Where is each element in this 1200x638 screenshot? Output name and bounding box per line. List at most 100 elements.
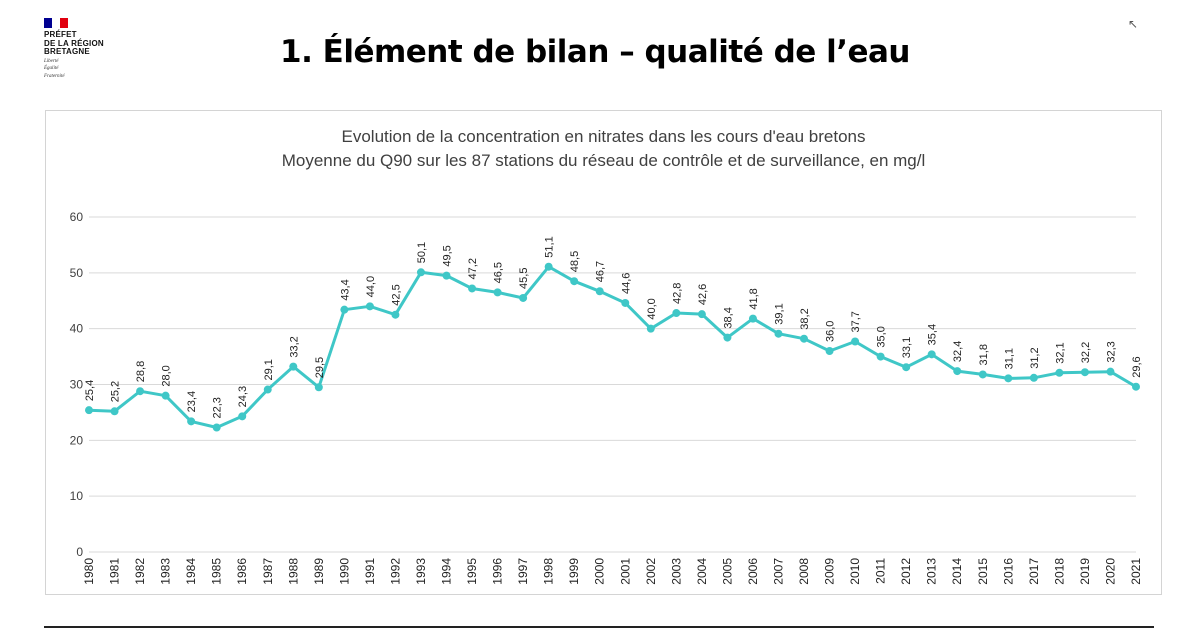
logo-motto-2: Égalité [44, 66, 59, 71]
data-point [953, 367, 962, 376]
x-tick-label: 2013 [925, 558, 939, 585]
data-point [468, 284, 477, 293]
x-tick-label: 2016 [1001, 558, 1015, 585]
data-label: 46,7 [595, 261, 607, 282]
data-point [723, 333, 732, 342]
data-label: 44,0 [365, 276, 377, 297]
data-label: 29,6 [1131, 356, 1143, 377]
x-tick-label: 1987 [261, 558, 275, 585]
data-label: 25,2 [110, 381, 122, 402]
x-tick-label: 2021 [1129, 558, 1143, 585]
data-point [238, 412, 247, 421]
data-point [1080, 368, 1089, 377]
data-label: 31,2 [1029, 347, 1041, 368]
data-label: 36,0 [825, 321, 837, 342]
data-point [263, 385, 272, 394]
y-tick-label: 20 [70, 433, 84, 447]
data-label: 42,8 [671, 283, 683, 304]
data-point [187, 417, 196, 426]
data-point [391, 310, 400, 319]
flag-blue-band [44, 18, 52, 28]
x-tick-label: 1992 [388, 558, 402, 585]
data-point [544, 262, 553, 271]
data-label: 33,2 [288, 336, 300, 357]
data-label: 32,2 [1080, 342, 1092, 363]
data-label: 32,3 [1105, 341, 1117, 362]
data-label: 23,4 [186, 391, 198, 412]
logo-line-1: PRÉFET [44, 30, 77, 39]
data-point [902, 363, 911, 372]
data-label: 38,4 [722, 307, 734, 328]
data-label: 25,4 [84, 380, 96, 401]
data-label: 39,1 [773, 303, 785, 324]
data-point [1004, 374, 1013, 383]
data-point [978, 370, 987, 379]
x-tick-label: 1985 [210, 558, 224, 585]
x-tick-label: 2015 [976, 558, 990, 585]
data-point [774, 329, 783, 338]
data-point [800, 334, 809, 343]
data-point [570, 277, 579, 286]
data-label: 46,5 [493, 262, 505, 283]
data-point [365, 302, 374, 311]
x-tick-label: 1995 [465, 558, 479, 585]
x-tick-label: 1986 [235, 558, 249, 585]
x-tick-label: 2012 [899, 558, 913, 585]
flag-white-band [52, 18, 60, 28]
french-flag-icon [44, 18, 68, 28]
x-tick-label: 1980 [82, 558, 96, 585]
data-label: 28,0 [161, 365, 173, 386]
line-chart: 0 10 20 30 40 50 60 25,4 1980 25,2 1981 28,8 1982 28,… [70, 210, 1143, 585]
chart-title: Evolution de la concentration en nitrate… [341, 127, 866, 146]
series-line [88, 265, 1137, 429]
data-point [825, 347, 834, 355]
data-label: 42,6 [697, 284, 709, 305]
x-tick-label: 2006 [746, 558, 760, 585]
y-tick-label: 60 [70, 210, 84, 224]
x-tick-label: 2000 [593, 558, 607, 585]
x-tick-label: 1998 [542, 558, 556, 585]
data-label: 38,2 [799, 308, 811, 329]
data-point [595, 287, 604, 296]
data-label: 24,3 [237, 386, 249, 407]
data-point [621, 298, 630, 307]
data-point [748, 314, 757, 323]
x-tick-label: 2014 [950, 558, 964, 585]
x-tick-label: 1982 [133, 558, 147, 585]
data-point [1055, 368, 1064, 377]
data-label: 44,6 [620, 273, 632, 294]
data-label: 50,1 [416, 242, 428, 263]
x-tick-label: 2020 [1103, 558, 1117, 585]
data-label: 43,4 [339, 279, 351, 300]
data-point [697, 310, 706, 319]
data-label: 49,5 [442, 245, 454, 266]
x-tick-label: 2019 [1078, 558, 1092, 585]
mouse-cursor-icon: ↖ [1128, 17, 1139, 31]
data-point [1029, 373, 1038, 382]
data-point [519, 293, 528, 302]
data-label: 41,8 [748, 288, 760, 309]
x-tick-label: 2003 [669, 558, 683, 585]
logo-motto-3: Fraternité [44, 73, 65, 79]
logo-line-2: DE LA RÉGION [44, 38, 104, 48]
x-tick-label: 1990 [337, 558, 351, 585]
data-label: 32,4 [952, 341, 964, 362]
x-tick-label: 1994 [440, 558, 454, 585]
data-label: 37,7 [850, 311, 862, 332]
data-point [851, 337, 860, 346]
x-tick-label: 1984 [184, 558, 198, 585]
x-tick-label: 1993 [414, 558, 428, 585]
bottom-divider [44, 626, 1154, 628]
logo-motto-1: Liberté [44, 58, 59, 64]
data-point [340, 305, 349, 314]
data-label: 29,1 [263, 359, 275, 380]
data-label: 51,1 [544, 236, 556, 257]
data-point [927, 350, 936, 359]
data-label: 29,5 [314, 357, 326, 378]
data-label: 22,3 [212, 397, 224, 418]
data-label: 31,8 [978, 344, 990, 365]
x-tick-label: 1989 [312, 558, 326, 585]
x-tick-label: 2001 [618, 558, 632, 585]
data-point [161, 391, 170, 400]
x-tick-label: 2005 [720, 558, 734, 585]
